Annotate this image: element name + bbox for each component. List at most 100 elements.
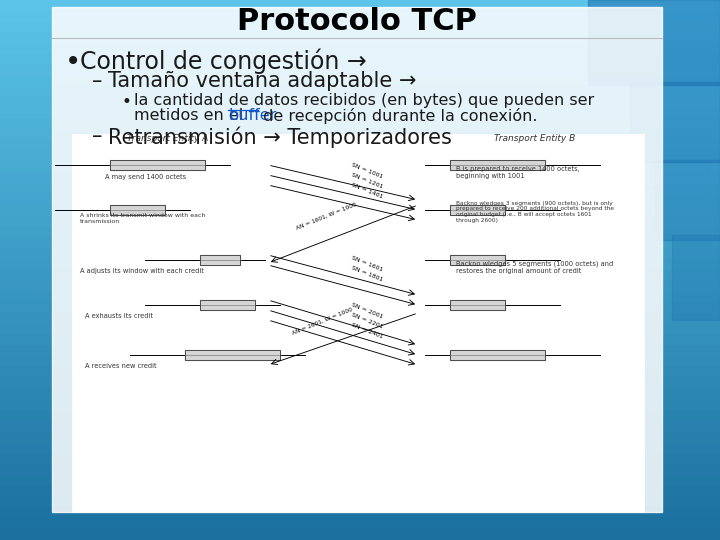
Bar [0,97,720,108]
Text: SN = 2201: SN = 2201 [351,312,384,329]
Bar [450,205,505,215]
Text: AN = 2601, W = 1000: AN = 2601, W = 1000 [291,307,353,336]
Bar [0,443,720,454]
Bar [0,486,720,497]
Text: •: • [122,93,132,111]
Text: •: • [65,48,81,76]
Text: A receives new credit: A receives new credit [85,363,157,369]
Bar [0,76,720,86]
Bar [0,238,720,248]
Bar [450,255,505,265]
Bar [0,464,720,475]
Bar [450,300,505,310]
Bar [630,82,720,162]
Bar [450,160,545,170]
Bar [200,300,255,310]
Bar [200,300,255,310]
Text: SN = 2401: SN = 2401 [351,322,384,340]
Bar [185,350,280,360]
Text: A shrinks its transmit window with each
transmission: A shrinks its transmit window with each … [80,213,205,224]
Bar [0,151,720,162]
Text: A adjusts its window with each credit: A adjusts its window with each credit [80,268,204,274]
Bar [0,292,720,302]
Text: SN = 1001: SN = 1001 [351,163,384,179]
Bar [110,160,205,170]
Bar [0,335,720,346]
Bar [0,194,720,205]
Bar [0,43,720,54]
Bar [0,508,720,518]
Text: la cantidad de datos recibidos (en bytes) que pueden ser: la cantidad de datos recibidos (en bytes… [134,93,594,108]
Bar [0,248,720,259]
Text: Transport Entity A: Transport Entity A [127,134,209,143]
Bar [588,0,720,85]
Bar [0,140,720,151]
Text: Transport Entity B: Transport Entity B [495,134,575,143]
Bar [200,255,240,265]
Bar [0,22,720,32]
Bar [450,160,545,170]
Bar [450,255,505,265]
Text: Backno wledges 3 segments (900 octets), but is only
prepared to receive 200 addi: Backno wledges 3 segments (900 octets), … [456,200,614,223]
Text: SN = 1401: SN = 1401 [351,183,384,199]
Bar [72,134,644,512]
Bar [0,367,720,378]
Text: SN = 1601: SN = 1601 [351,255,384,272]
Bar [52,7,662,512]
Text: Protocolo TCP: Protocolo TCP [237,8,477,37]
Text: Backno wledges 5 segments (1000 octets) and
restores the original amount of cred: Backno wledges 5 segments (1000 octets) … [456,260,613,274]
Bar [0,410,720,421]
Bar [450,300,505,310]
Bar [200,255,240,265]
Text: metidos en el: metidos en el [134,108,248,123]
Bar [0,432,720,443]
Bar [450,350,545,360]
Bar [0,518,720,529]
Bar [0,227,720,238]
Bar [0,281,720,292]
Text: Retransmisión → Temporizadores: Retransmisión → Temporizadores [108,126,452,147]
Bar [0,529,720,540]
Text: buffer: buffer [228,108,276,123]
Bar [450,205,505,215]
Bar [0,378,720,389]
Bar [450,350,545,360]
Bar [0,173,720,184]
Bar [0,400,720,410]
Text: Tamaño ventana adaptable →: Tamaño ventana adaptable → [108,71,416,91]
Bar [0,497,720,508]
Bar [0,32,720,43]
Bar [0,119,720,130]
Text: http://www: http://www [598,163,720,197]
Text: AN = 1601, W = 1000: AN = 1601, W = 1000 [295,202,357,231]
Text: de recepción durante la conexión.: de recepción durante la conexión. [258,108,538,124]
Bar [0,86,720,97]
Bar [655,160,720,240]
Bar [110,160,205,170]
Bar [0,54,720,65]
Bar [0,270,720,281]
Text: A exhausts its credit: A exhausts its credit [85,313,153,319]
Bar [0,324,720,335]
Bar [110,205,165,215]
Text: SN = 2001: SN = 2001 [351,302,384,320]
Bar [0,205,720,216]
Bar [185,350,280,360]
Bar [0,184,720,194]
Text: Control de congestión →: Control de congestión → [80,48,366,73]
Bar [0,0,720,11]
Text: B is prepared to receive 1400 octets,
beginning with 1001: B is prepared to receive 1400 octets, be… [456,166,580,179]
Text: –: – [92,71,102,91]
Bar [0,421,720,432]
Bar [0,302,720,313]
Text: A may send 1400 octets: A may send 1400 octets [105,174,186,180]
Bar [0,356,720,367]
Bar [110,205,165,215]
Bar [0,259,720,270]
Bar [0,346,720,356]
Bar [0,454,720,464]
Bar [0,65,720,76]
Text: SN = 1801: SN = 1801 [351,265,384,282]
Bar [0,130,720,140]
Text: –: – [92,126,102,146]
